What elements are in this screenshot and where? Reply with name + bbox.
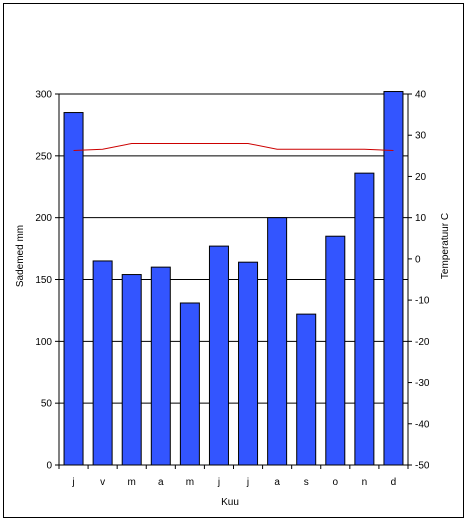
y2-tick-label-8: 30 <box>415 131 427 142</box>
y-tick-label-1: 50 <box>41 399 53 410</box>
y-tick-label-3: 150 <box>35 275 52 286</box>
y-tick-label-4: 200 <box>35 213 52 224</box>
y2-tick-label-6: 10 <box>415 213 427 224</box>
y2-tick-label-1: -40 <box>415 419 430 430</box>
y-tick-label-2: 100 <box>35 337 52 348</box>
x-tick-label-3: a <box>158 477 164 488</box>
bar-7 <box>267 217 288 466</box>
bar-6 <box>238 261 259 466</box>
y-tick-label-5: 250 <box>35 151 52 162</box>
bar-11 <box>383 91 404 466</box>
x-axis-label: Kuu <box>221 497 239 508</box>
x-tick-label-5: j <box>217 477 220 488</box>
bar-10 <box>354 172 375 466</box>
x-tick-label-6: j <box>246 477 249 488</box>
y2-tick-label-7: 20 <box>415 172 427 183</box>
y-axis-label: Sademed mm <box>15 225 26 287</box>
x-tick-label-0: j <box>71 477 74 488</box>
y2-tick-label-2: -30 <box>415 378 430 389</box>
temperature-line <box>73 142 394 151</box>
x-tick-label-7: a <box>274 477 280 488</box>
bar-0 <box>63 112 84 466</box>
y2-tick-label-0: -50 <box>415 461 430 472</box>
x-tick-label-4: m <box>186 477 194 488</box>
bar-2 <box>121 274 142 466</box>
bar-4 <box>179 302 200 466</box>
y2-tick-label-5: 0 <box>415 254 421 265</box>
y-tick-label-0: 0 <box>46 461 52 472</box>
temperature-series <box>73 142 394 151</box>
precipitation-bars <box>63 91 404 466</box>
bar-8 <box>296 313 317 466</box>
x-tick-label-10: n <box>362 477 368 488</box>
gridlines <box>59 93 408 404</box>
y-tick-label-6: 300 <box>35 90 52 101</box>
x-tick-label-2: m <box>128 477 136 488</box>
x-tick-label-11: d <box>391 477 397 488</box>
right-axis-ticks: -50 -40 -30 -20 -10 0 10 20 30 40 <box>408 90 430 472</box>
y2-tick-label-9: 40 <box>415 90 427 101</box>
left-axis-ticks: 0 50 100 150 200 250 300 <box>35 90 59 472</box>
x-tick-label-8: s <box>304 477 309 488</box>
x-tick-label-9: o <box>333 477 339 488</box>
y2-axis-label: Temperatuur C <box>440 213 451 279</box>
bar-1 <box>92 260 113 466</box>
bar-9 <box>325 235 346 466</box>
bar-5 <box>208 245 229 466</box>
y2-tick-label-4: -10 <box>415 296 430 307</box>
x-tick-label-1: v <box>100 477 105 488</box>
y2-tick-label-3: -20 <box>415 337 430 348</box>
bar-3 <box>150 266 171 466</box>
